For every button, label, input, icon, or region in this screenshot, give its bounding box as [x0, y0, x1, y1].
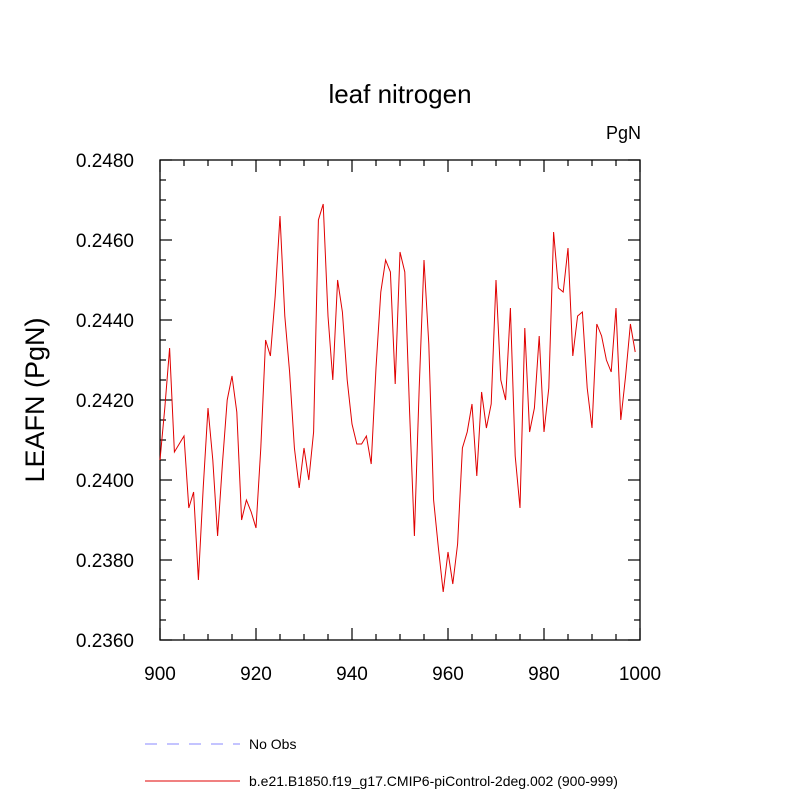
legend: No Obs b.e21.B1850.f19_g17.CMIP6-piContro…	[145, 736, 618, 789]
x-tick-label: 920	[240, 664, 272, 685]
y-tick-label: 0.2360	[76, 631, 134, 652]
x-tick-label: 1000	[619, 664, 661, 685]
y-tick-label: 0.2400	[76, 471, 134, 492]
x-tick-label: 940	[336, 664, 368, 685]
x-tick-label: 900	[144, 664, 176, 685]
x-tick-label: 980	[528, 664, 560, 685]
units-label: PgN	[606, 123, 641, 143]
y-tick-label: 0.2440	[76, 311, 134, 332]
y-tick-label: 0.2420	[76, 391, 134, 412]
y-tick-label: 0.2460	[76, 231, 134, 252]
plot-frame	[159, 159, 641, 641]
x-axis-ticks: 900 920 940 960 980 1000	[144, 160, 661, 685]
y-tick-label: 0.2480	[76, 151, 134, 172]
y-axis-ticks: 0.2360 0.2380 0.2400 0.2420 0.2440 0.2460 0.24…	[76, 151, 640, 652]
legend-label: b.e21.B1850.f19_g17.CMIP6-piControl-2deg…	[249, 773, 618, 789]
chart-title: leaf nitrogen	[328, 79, 471, 109]
y-tick-label: 0.2380	[76, 551, 134, 572]
legend-label: No Obs	[249, 736, 296, 752]
series-line	[159, 203, 636, 593]
series-layer	[159, 203, 636, 593]
x-tick-label: 960	[432, 664, 464, 685]
plot-lines	[159, 159, 641, 641]
y-axis-label: LEAFN (PgN)	[20, 317, 50, 482]
